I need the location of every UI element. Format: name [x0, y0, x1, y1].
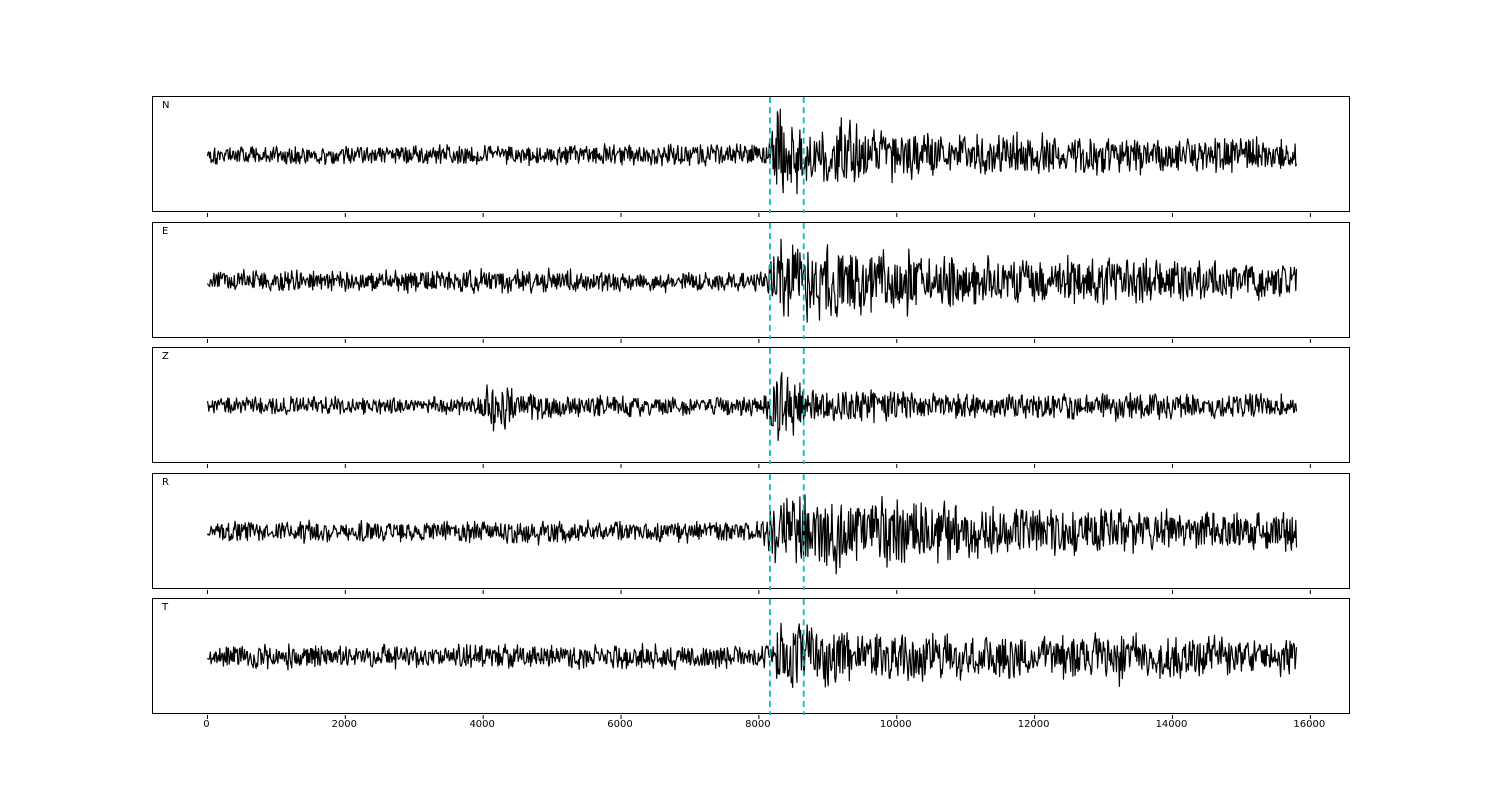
- x-tick-label: 12000: [1017, 719, 1050, 730]
- x-tick-label: 4000: [469, 719, 495, 730]
- waveform-trace-n: [206, 97, 1311, 217]
- x-tick-label: 0: [203, 719, 210, 730]
- x-tick-label: 2000: [331, 719, 358, 730]
- panel-label-t: T: [162, 602, 169, 613]
- x-tick-label: 14000: [1155, 719, 1188, 730]
- panel-label-e: E: [162, 225, 169, 237]
- waveform-trace-e: [206, 222, 1311, 343]
- panel-label-r: R: [162, 476, 169, 488]
- seismogram-panel-n: N: [152, 96, 1350, 217]
- x-tick-label: 6000: [607, 719, 633, 730]
- x-tick-label: 10000: [879, 719, 912, 730]
- seismogram-panel-t: T: [152, 598, 1350, 719]
- panel-label-n: N: [162, 100, 170, 111]
- x-tick-label: 8000: [745, 719, 771, 730]
- x-axis-tick-labels: 0 2000 4000 6000 8000 10000 12000 14000 16000: [152, 719, 1350, 733]
- panel-label-z: Z: [162, 351, 169, 362]
- seismogram-panel-z: Z: [152, 347, 1350, 468]
- seismogram-panel-r: R: [152, 472, 1350, 594]
- waveform-trace-r: [206, 473, 1311, 594]
- waveform-trace-t: [206, 599, 1311, 719]
- x-tick-label: 16000: [1293, 719, 1326, 730]
- seismogram-panel-e: E: [152, 221, 1350, 343]
- waveform-trace-z: [206, 348, 1311, 468]
